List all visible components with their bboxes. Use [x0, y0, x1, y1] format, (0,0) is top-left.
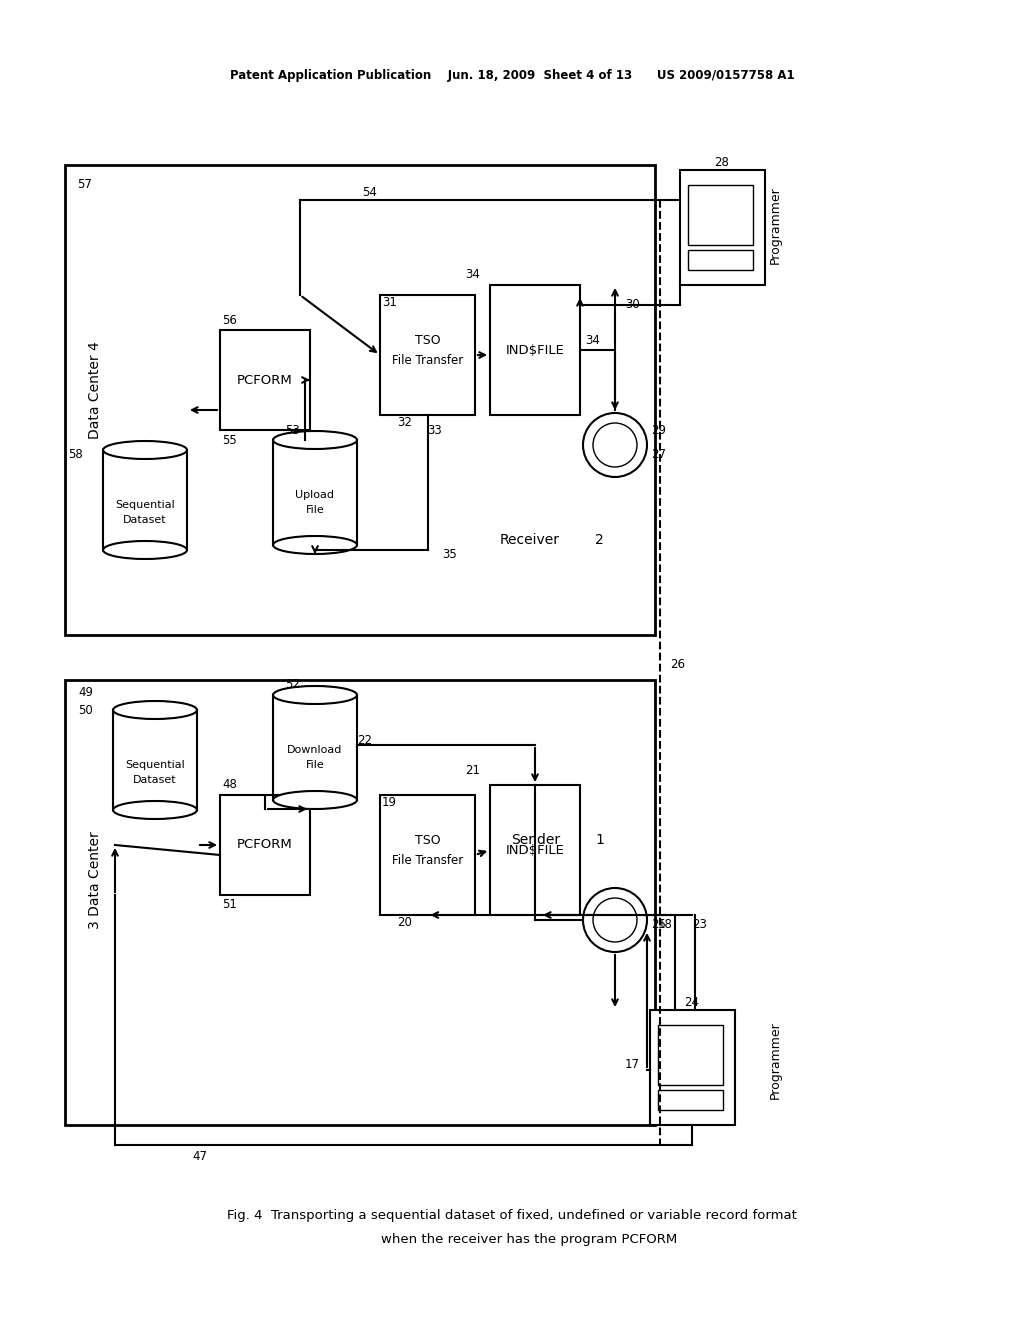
Text: 30: 30: [625, 298, 640, 312]
Text: 1: 1: [595, 833, 604, 847]
Text: 22: 22: [357, 734, 373, 747]
Text: PCFORM: PCFORM: [238, 374, 293, 387]
Text: 24: 24: [684, 995, 699, 1008]
Text: 20: 20: [397, 916, 413, 929]
Ellipse shape: [273, 686, 357, 704]
Text: 34: 34: [465, 268, 480, 281]
Text: Sequential: Sequential: [125, 760, 185, 770]
Bar: [380, 294, 475, 414]
Bar: [490, 285, 580, 414]
Text: 57: 57: [77, 178, 92, 191]
Bar: [273, 440, 357, 545]
Text: PCFORM: PCFORM: [238, 838, 293, 851]
Text: IND$FILE: IND$FILE: [506, 843, 564, 857]
Text: 26: 26: [670, 659, 685, 672]
Bar: [658, 1026, 723, 1085]
Text: Sender: Sender: [511, 833, 560, 847]
Bar: [273, 696, 357, 800]
Text: 50: 50: [78, 704, 93, 717]
Text: Upload: Upload: [296, 490, 335, 500]
Text: 17: 17: [625, 1059, 640, 1072]
Bar: [490, 785, 580, 915]
Bar: [220, 795, 310, 895]
Text: TSO: TSO: [415, 833, 440, 846]
Text: File: File: [305, 506, 325, 515]
Text: 23: 23: [692, 919, 708, 932]
Text: 34: 34: [585, 334, 600, 346]
Text: Receiver: Receiver: [500, 533, 560, 546]
Bar: [688, 249, 753, 271]
Text: 56: 56: [222, 314, 237, 326]
Text: File: File: [305, 760, 325, 770]
Text: Fig. 4  Transporting a sequential dataset of fixed, undefined or variable record: Fig. 4 Transporting a sequential dataset…: [227, 1209, 797, 1221]
Ellipse shape: [273, 536, 357, 554]
Bar: [380, 795, 475, 915]
Text: 27: 27: [651, 449, 666, 462]
Text: Patent Application Publication    Jun. 18, 2009  Sheet 4 of 13      US 2009/0157: Patent Application Publication Jun. 18, …: [229, 69, 795, 82]
Text: 32: 32: [397, 417, 413, 429]
Bar: [65, 680, 655, 1125]
Text: Programmer: Programmer: [768, 186, 781, 264]
Bar: [113, 710, 197, 810]
Circle shape: [583, 888, 647, 952]
Ellipse shape: [113, 701, 197, 719]
Text: IND$FILE: IND$FILE: [506, 343, 564, 356]
Text: Sequential: Sequential: [115, 500, 175, 510]
Bar: [650, 1010, 735, 1125]
Text: 49: 49: [78, 686, 93, 700]
Text: 55: 55: [222, 433, 237, 446]
Text: Dataset: Dataset: [123, 515, 167, 525]
Bar: [688, 185, 753, 246]
Text: 25: 25: [651, 919, 666, 932]
Text: 19: 19: [382, 796, 397, 809]
Text: 48: 48: [222, 779, 237, 792]
Ellipse shape: [103, 441, 187, 459]
Text: 29: 29: [651, 424, 666, 437]
Text: Download: Download: [288, 744, 343, 755]
Text: Dataset: Dataset: [133, 775, 177, 785]
Bar: [65, 165, 655, 635]
Text: 3 Data Center: 3 Data Center: [88, 832, 102, 929]
Bar: [658, 1090, 723, 1110]
Text: when the receiver has the program PCFORM: when the receiver has the program PCFORM: [347, 1233, 677, 1246]
Text: 52: 52: [285, 678, 300, 692]
Text: 18: 18: [657, 919, 673, 932]
Text: 35: 35: [442, 549, 458, 561]
Text: 51: 51: [222, 899, 237, 912]
Text: 58: 58: [68, 449, 83, 462]
Ellipse shape: [273, 432, 357, 449]
Ellipse shape: [103, 541, 187, 558]
Ellipse shape: [113, 801, 197, 818]
Text: TSO: TSO: [415, 334, 440, 346]
Circle shape: [583, 413, 647, 477]
Text: 54: 54: [362, 186, 378, 198]
Text: 31: 31: [382, 297, 397, 309]
Circle shape: [593, 898, 637, 942]
Text: 53: 53: [286, 424, 300, 437]
Ellipse shape: [273, 791, 357, 809]
Text: 47: 47: [193, 1151, 208, 1163]
Text: 21: 21: [465, 763, 480, 776]
Text: 2: 2: [595, 533, 604, 546]
Text: 33: 33: [428, 424, 442, 437]
Text: Data Center 4: Data Center 4: [88, 341, 102, 438]
Bar: [680, 170, 765, 285]
Text: File Transfer: File Transfer: [392, 854, 463, 866]
Circle shape: [593, 422, 637, 467]
Text: 28: 28: [715, 156, 729, 169]
Bar: [103, 450, 187, 550]
Text: File Transfer: File Transfer: [392, 354, 463, 367]
Text: Programmer: Programmer: [768, 1022, 781, 1098]
Bar: [220, 330, 310, 430]
